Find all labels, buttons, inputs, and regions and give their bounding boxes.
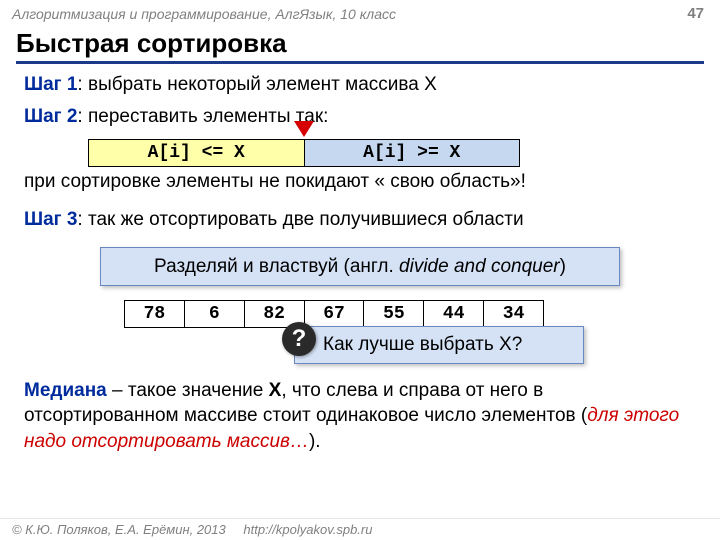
mediana-x: X [269, 380, 282, 401]
breadcrumb: Алгоритмизация и программирование, АлгЯз… [12, 6, 396, 22]
question-text: Как лучше выбрать X? [294, 326, 584, 364]
array-cell: 6 [185, 301, 245, 327]
page-number: 47 [687, 5, 704, 22]
question-mark-icon: ? [282, 322, 316, 356]
mediana-t3: ). [309, 431, 321, 452]
title-area: Быстрая сортировка [16, 28, 704, 64]
callout-prefix: Разделяй и властвуй (англ. [154, 256, 399, 277]
step-2-label: Шаг 2 [24, 106, 77, 127]
callout-suffix: ) [560, 256, 566, 277]
pivot-right: A[i] >= X [305, 140, 520, 166]
header-bar: Алгоритмизация и программирование, АлгЯз… [0, 0, 720, 24]
mediana-t1: – такое значение [107, 380, 269, 401]
step-3-text: : так же отсортировать две получившиеся … [77, 209, 523, 230]
array-cell: 67 [305, 301, 365, 327]
pivot-left: A[i] <= X [89, 140, 305, 166]
step-3: Шаг 3: так же отсортировать две получивш… [24, 207, 696, 233]
step-1-text: : выбрать некоторый элемент массива X [77, 74, 436, 95]
array-cell: 78 [125, 301, 185, 327]
step-2-text: : переставить элементы так: [77, 106, 328, 127]
pivot-diagram: A[i] <= X A[i] >= X [88, 139, 520, 169]
footer-copyright: © К.Ю. Поляков, Е.А. Ерёмин, 2013 [12, 522, 226, 537]
divide-conquer-callout: Разделяй и властвуй (англ. divide and co… [100, 247, 620, 287]
pivot-marker-icon [294, 121, 314, 137]
footer-bar: © К.Ю. Поляков, Е.А. Ерёмин, 2013 http:/… [0, 518, 720, 540]
array-cell: 44 [424, 301, 484, 327]
callout-italic: divide and conquer [399, 256, 560, 277]
array-cell: 55 [364, 301, 424, 327]
content: Шаг 1: выбрать некоторый элемент массива… [24, 72, 696, 455]
array-row: 78 6 82 67 55 44 34 [124, 300, 544, 328]
mediana-label: Медиана [24, 380, 107, 401]
question-callout: ? Как лучше выбрать X? [294, 326, 584, 364]
step-1-label: Шаг 1 [24, 74, 77, 95]
array-cell: 34 [484, 301, 543, 327]
step-3-label: Шаг 3 [24, 209, 77, 230]
step-2-after: при сортировке элементы не покидают « св… [24, 169, 696, 195]
footer-url[interactable]: http://kpolyakov.spb.ru [243, 522, 372, 537]
pivot-box: A[i] <= X A[i] >= X [88, 139, 520, 167]
step-2: Шаг 2: переставить элементы так: [24, 104, 696, 130]
step-1: Шаг 1: выбрать некоторый элемент массива… [24, 72, 696, 98]
mediana-definition: Медиана – такое значение X, что слева и … [24, 378, 696, 455]
page-title: Быстрая сортировка [16, 28, 704, 64]
